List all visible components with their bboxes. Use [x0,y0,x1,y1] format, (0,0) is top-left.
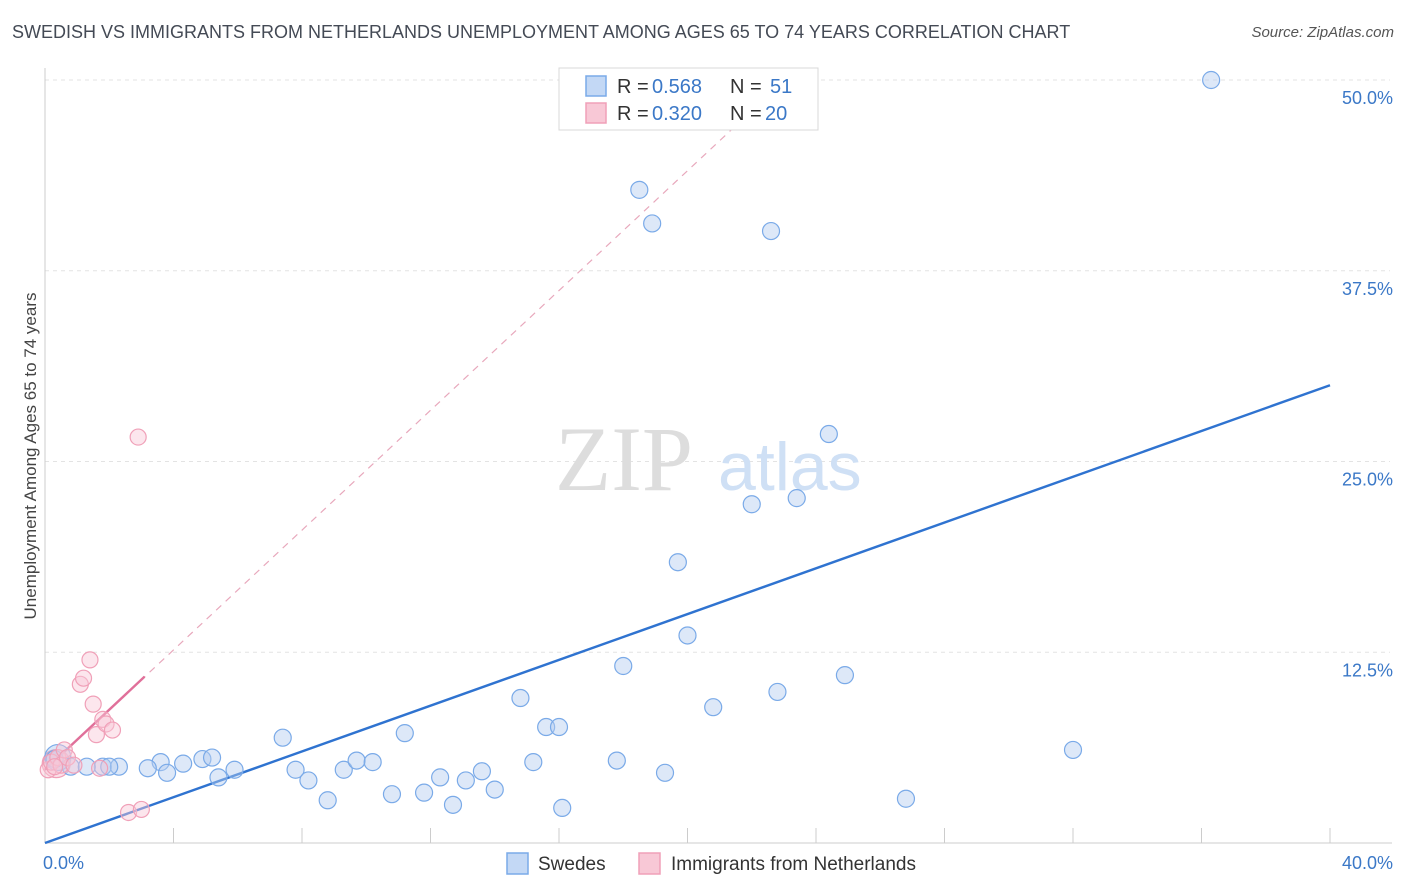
y-tick-label: 25.0% [1342,470,1393,490]
point-swedes [382,785,402,804]
point-swedes [157,763,177,782]
tick-labels: 12.5% 25.0% 37.5% 50.0% 0.0% 40.0% [43,88,1393,873]
point-netherlands [129,428,147,446]
bottom-legend-swatch-swedes [506,852,529,875]
point-swedes [77,757,96,776]
point-netherlands [74,669,93,687]
legend-n-label: N = [730,103,762,125]
data-points [39,70,1221,822]
point-swedes [318,791,337,810]
point-swedes [835,666,855,685]
legend-r-value: 0.568 [652,76,702,98]
point-swedes [668,553,687,572]
bottom-legend: Swedes Immigrants from Netherlands [506,852,916,875]
point-swedes [202,748,222,767]
point-swedes [431,768,450,787]
chart-title: SWEDISH VS IMMIGRANTS FROM NETHERLANDS U… [12,22,1071,42]
legend-r-value: 0.320 [652,103,702,125]
point-swedes [395,724,414,743]
source-label: Source: ZipAtlas.com [1251,24,1394,41]
point-netherlands [97,715,115,733]
point-netherlands [65,756,83,774]
point-netherlands [81,651,99,669]
x-tick-label: 0.0% [43,853,84,873]
point-swedes [347,751,366,770]
point-swedes [209,768,228,787]
axes [44,68,1392,844]
point-swedes [537,717,556,737]
point-netherlands [94,710,112,728]
legend-n-value: 51 [770,76,792,98]
legend-r-label: R = [617,76,649,98]
point-swedes [109,757,128,776]
bottom-legend-swedes: Swedes [538,854,606,875]
point-swedes [614,656,633,676]
trend-line-swedes [44,384,1331,845]
point-swedes [819,424,838,444]
y-tick-label: 50.0% [1342,88,1393,108]
watermark: ZIP atlas [555,408,862,510]
trend-line-netherlands-extended [44,125,737,771]
legend: R = 0.568 N = 51 R = 0.320 N = 20 [558,67,819,131]
point-swedes [363,753,382,772]
point-swedes [787,489,806,508]
point-netherlands [84,695,102,713]
point-swedes [174,754,193,773]
point-swedes [334,760,353,779]
point-netherlands [46,758,64,776]
y-tick-label: 37.5% [1342,279,1393,299]
point-swedes [896,789,916,808]
point-swedes [761,221,781,241]
point-swedes [273,728,292,747]
point-swedes [607,751,626,770]
y-axis-label: Unemployment Among Ages 65 to 74 years [21,293,40,620]
point-netherlands [103,721,122,739]
legend-n-value: 20 [765,103,787,125]
point-swedes [643,214,662,233]
point-swedes [630,180,649,199]
point-swedes [299,771,318,790]
point-netherlands [119,803,138,822]
point-swedes [549,717,569,737]
gridlines [45,79,1390,653]
point-swedes [193,749,212,769]
legend-r-label: R = [617,103,649,125]
point-swedes [742,495,761,514]
point-swedes [511,688,530,708]
point-swedes [1063,740,1083,760]
point-swedes [704,698,723,717]
point-netherlands [91,759,109,777]
point-swedes [524,753,543,772]
legend-n-label: N = [730,76,762,98]
point-swedes [485,780,504,799]
bottom-legend-swatch-netherlands [638,852,661,875]
x-tick-label: 40.0% [1342,853,1393,873]
watermark-zip: ZIP [555,408,693,510]
point-netherlands [87,726,106,744]
point-swedes [225,760,244,779]
point-swedes [768,682,787,702]
point-swedes [553,798,572,818]
point-swedes [678,626,697,645]
point-swedes [443,795,463,814]
legend-swatch-netherlands [585,102,607,124]
point-swedes [414,783,434,802]
point-swedes [472,762,491,781]
point-swedes [1202,70,1221,90]
y-tick-label: 12.5% [1342,660,1393,680]
point-swedes [286,760,305,779]
point-netherlands [132,800,150,819]
point-swedes [138,759,157,778]
bottom-legend-netherlands: Immigrants from Netherlands [671,854,916,875]
point-swedes [456,771,475,790]
legend-swatch-swedes [585,75,607,97]
point-swedes [655,763,675,782]
